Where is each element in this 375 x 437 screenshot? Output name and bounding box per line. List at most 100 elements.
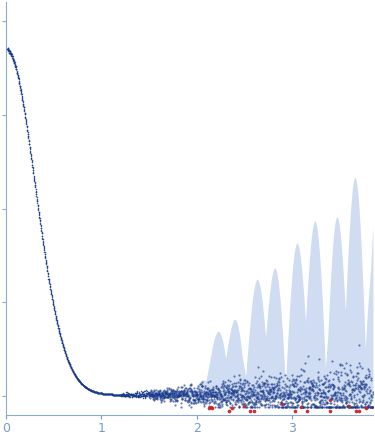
- Point: [110, 391, 116, 398]
- Point: [62, 347, 68, 354]
- Point: [261, 379, 267, 386]
- Point: [331, 400, 337, 407]
- Point: [264, 396, 270, 403]
- Point: [280, 404, 286, 411]
- Point: [175, 393, 181, 400]
- Point: [213, 388, 219, 395]
- Point: [182, 396, 188, 403]
- Point: [47, 285, 53, 292]
- Point: [362, 404, 368, 411]
- Point: [29, 163, 35, 170]
- Point: [174, 386, 180, 393]
- Point: [93, 388, 99, 395]
- Point: [328, 382, 334, 388]
- Point: [196, 393, 202, 400]
- Point: [36, 212, 42, 218]
- Point: [121, 390, 127, 397]
- Point: [296, 373, 302, 380]
- Point: [171, 394, 177, 401]
- Point: [330, 382, 336, 389]
- Point: [260, 390, 266, 397]
- Point: [145, 390, 151, 397]
- Point: [276, 404, 282, 411]
- Point: [63, 351, 69, 358]
- Point: [30, 170, 36, 177]
- Point: [297, 388, 303, 395]
- Point: [146, 392, 152, 399]
- Point: [237, 390, 243, 397]
- Point: [20, 101, 26, 108]
- Point: [362, 404, 368, 411]
- Point: [158, 393, 164, 400]
- Point: [104, 391, 110, 398]
- Point: [192, 398, 198, 405]
- Point: [213, 399, 219, 406]
- Point: [28, 151, 34, 158]
- Point: [362, 385, 368, 392]
- Point: [325, 388, 331, 395]
- Point: [364, 404, 370, 411]
- Point: [259, 402, 265, 409]
- Point: [27, 145, 33, 152]
- Point: [112, 391, 118, 398]
- Point: [217, 398, 223, 405]
- Point: [356, 341, 362, 348]
- Point: [8, 49, 14, 56]
- Point: [21, 103, 27, 110]
- Point: [163, 394, 169, 401]
- Point: [48, 290, 54, 297]
- Point: [143, 389, 149, 396]
- Point: [135, 392, 141, 399]
- Point: [165, 392, 171, 399]
- Point: [111, 391, 117, 398]
- Point: [366, 402, 372, 409]
- Point: [194, 391, 200, 398]
- Point: [24, 123, 30, 130]
- Point: [105, 391, 111, 398]
- Point: [220, 387, 226, 394]
- Point: [102, 390, 108, 397]
- Point: [340, 402, 346, 409]
- Point: [290, 381, 296, 388]
- Point: [105, 391, 111, 398]
- Point: [156, 388, 162, 395]
- Point: [240, 400, 246, 407]
- Point: [12, 60, 18, 67]
- Point: [296, 395, 302, 402]
- Point: [131, 392, 137, 399]
- Point: [34, 198, 40, 205]
- Point: [139, 389, 145, 396]
- Point: [316, 385, 322, 392]
- Point: [237, 376, 243, 383]
- Point: [8, 52, 14, 59]
- Point: [142, 392, 148, 399]
- Point: [279, 399, 285, 406]
- Point: [215, 404, 221, 411]
- Point: [84, 385, 90, 392]
- Point: [296, 396, 302, 403]
- Point: [351, 392, 357, 399]
- Point: [232, 393, 238, 400]
- Point: [28, 150, 34, 157]
- Point: [133, 394, 139, 401]
- Point: [200, 395, 206, 402]
- Point: [10, 57, 16, 64]
- Point: [324, 388, 330, 395]
- Point: [360, 378, 366, 385]
- Point: [309, 400, 315, 407]
- Point: [201, 392, 207, 399]
- Point: [79, 381, 85, 388]
- Point: [97, 390, 103, 397]
- Point: [113, 391, 119, 398]
- Point: [347, 367, 353, 374]
- Point: [136, 392, 142, 399]
- Point: [58, 334, 64, 341]
- Point: [290, 382, 296, 388]
- Point: [168, 386, 174, 393]
- Point: [164, 387, 170, 394]
- Point: [59, 339, 65, 346]
- Point: [164, 386, 170, 393]
- Point: [50, 301, 56, 308]
- Point: [354, 369, 360, 376]
- Point: [212, 389, 218, 396]
